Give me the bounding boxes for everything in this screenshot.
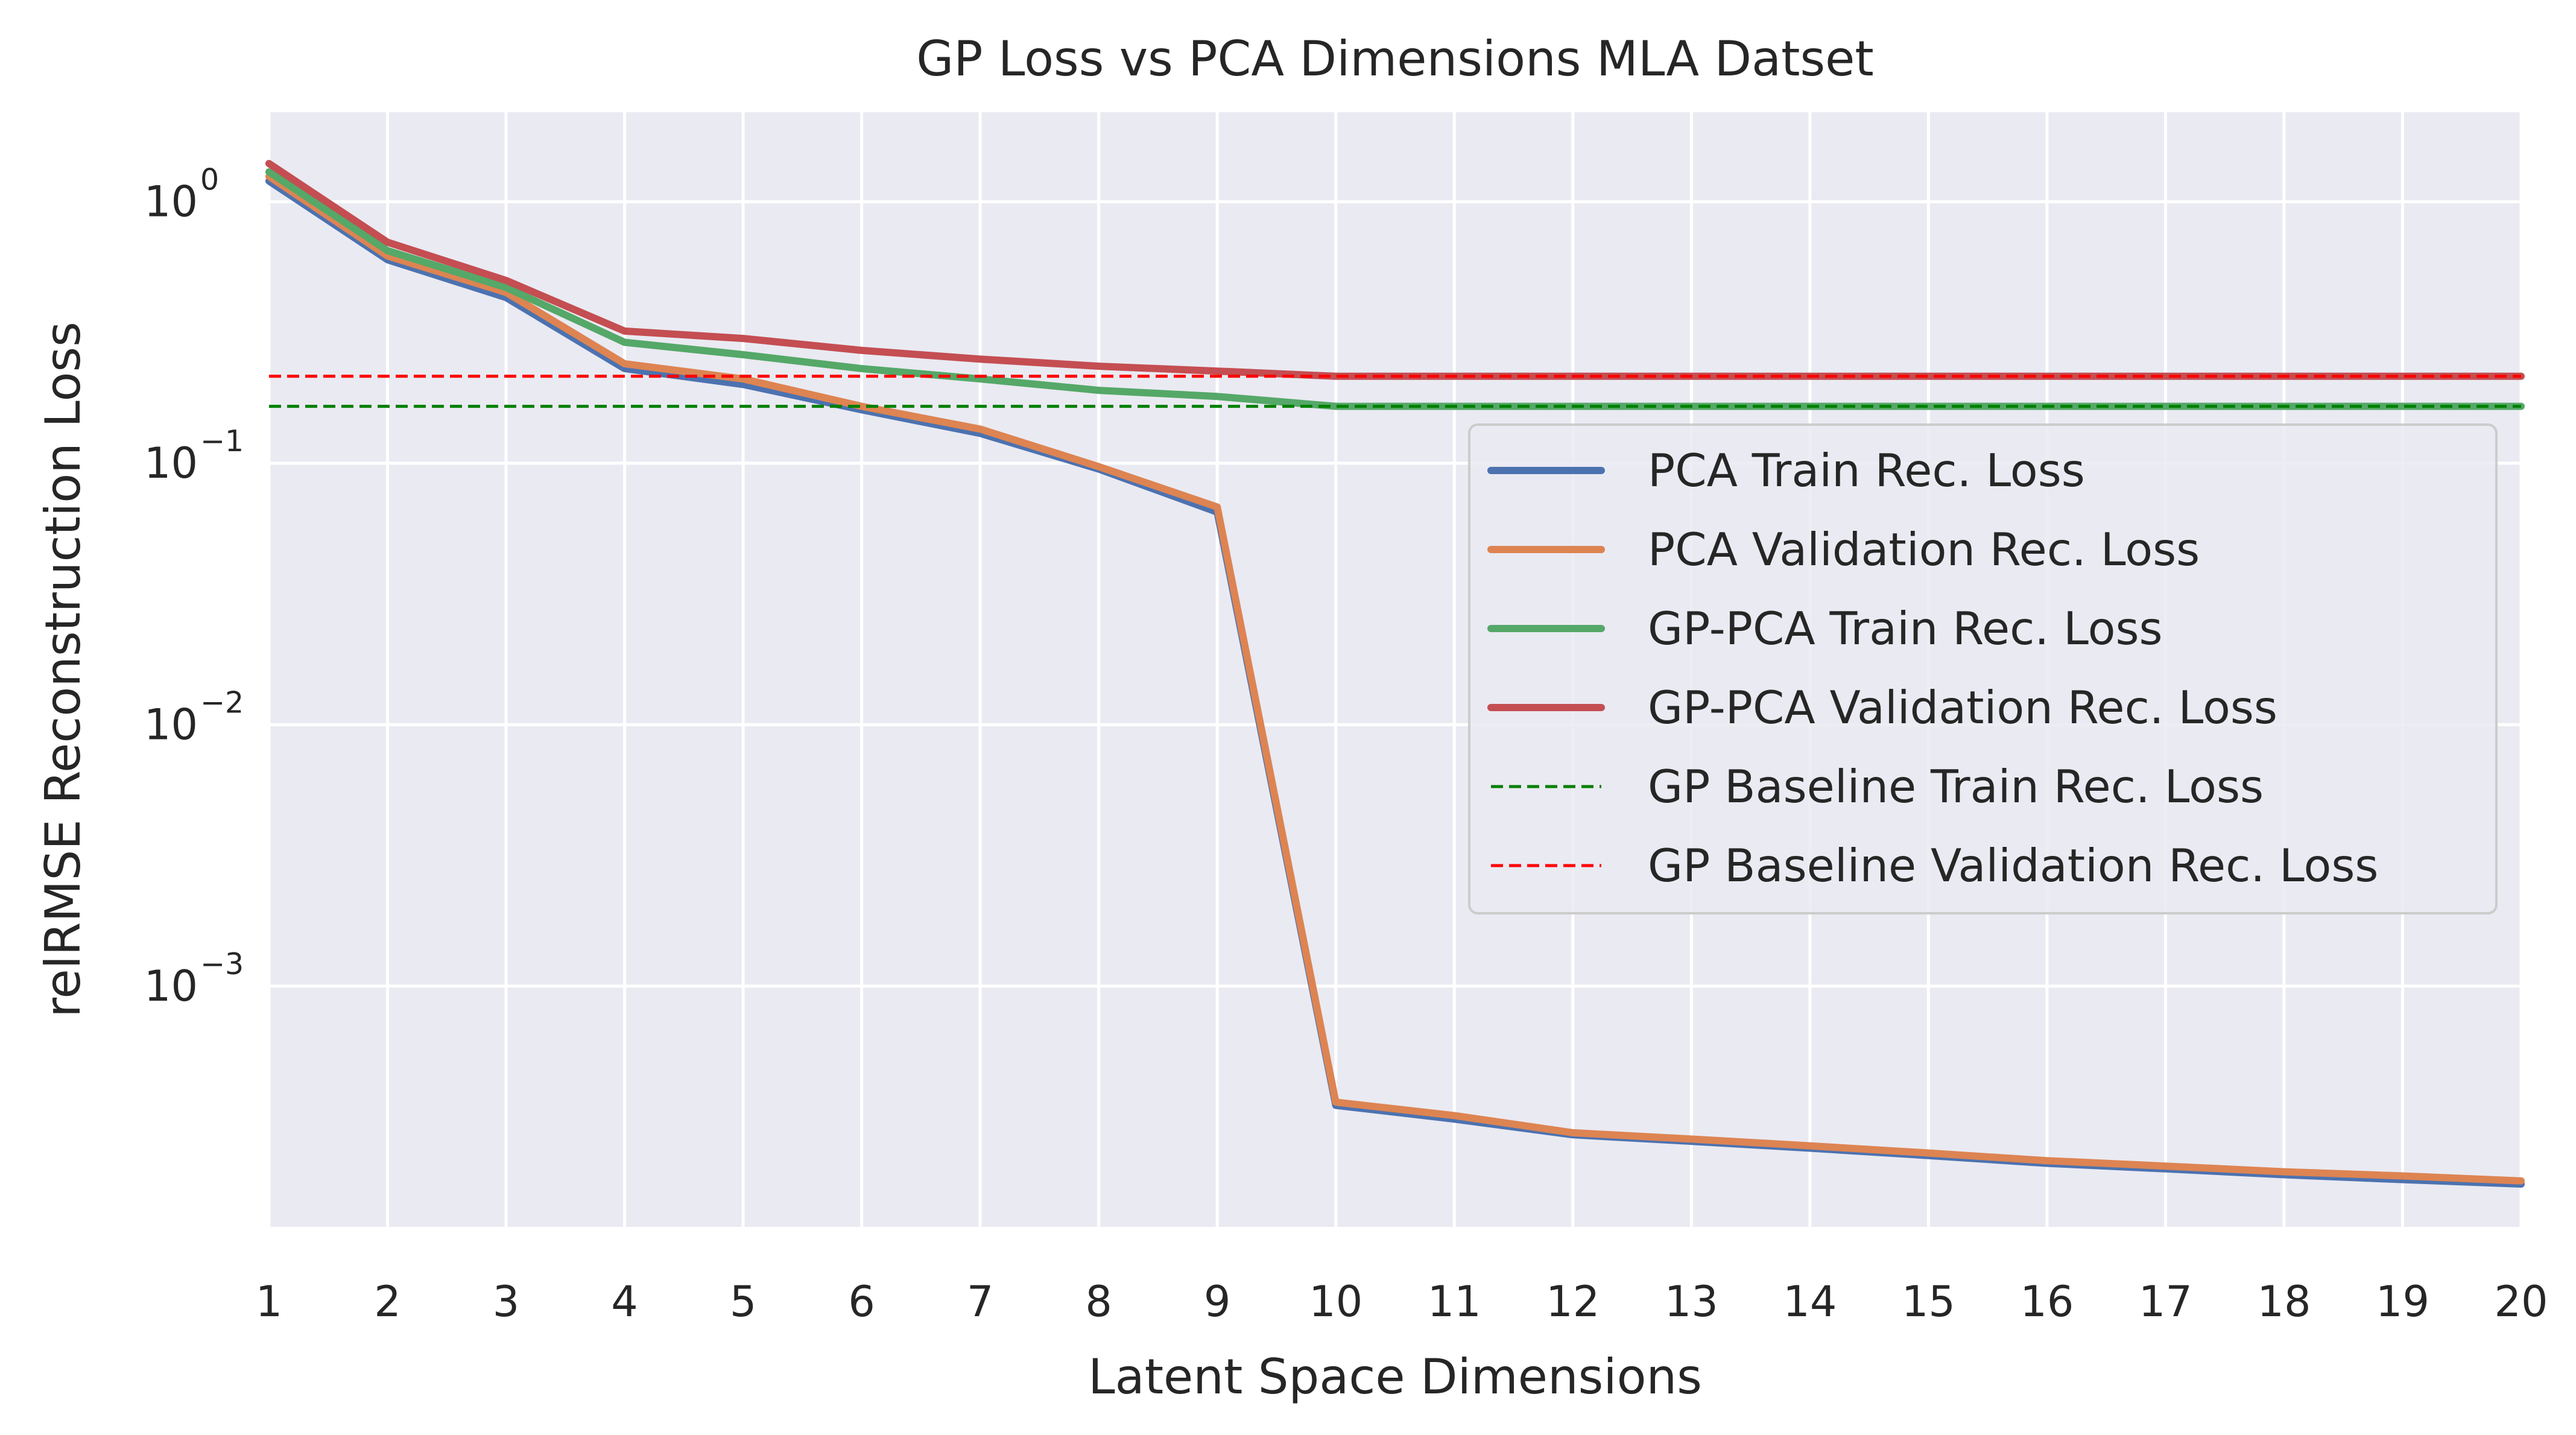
x-tick-label: 7 [967, 1277, 994, 1326]
x-tick-label: 1 [256, 1277, 283, 1326]
x-tick-label: 10 [1309, 1277, 1362, 1326]
series-lines [265, 160, 2525, 1188]
y-tick-exponent: −1 [200, 424, 244, 458]
x-tick-label: 13 [1665, 1277, 1718, 1326]
x-tick-label: 8 [1085, 1277, 1112, 1326]
legend-label: GP-PCA Train Rec. Loss [1648, 602, 2163, 655]
y-tick-base: 10 [144, 177, 198, 226]
y-tick-exponent: 0 [200, 162, 219, 197]
legend-label: GP Baseline Validation Rec. Loss [1648, 839, 2379, 892]
legend: PCA Train Rec. Loss PCA Validation Rec. L… [1468, 423, 2498, 914]
y-tick-label: 10 −1 [144, 424, 244, 488]
x-tick-label: 9 [1204, 1277, 1231, 1326]
y-tick-exponent: −3 [200, 947, 244, 981]
x-tick-label: 5 [730, 1277, 757, 1326]
legend-item: GP Baseline Validation Rec. Loss [1491, 839, 2379, 892]
legend-item: GP-PCA Validation Rec. Loss [1487, 681, 2277, 734]
y-tick-label: 10 0 [144, 162, 219, 226]
x-tick-label: 12 [1546, 1277, 1600, 1326]
x-tick-labels: 1 2 3 4 5 6 7 8 9 10 11 12 13 14 15 16 17 18 19 20 [256, 1277, 2548, 1326]
x-tick-label: 2 [374, 1277, 401, 1326]
x-tick-label: 3 [493, 1277, 520, 1326]
legend-frame [1468, 423, 2498, 914]
y-tick-base: 10 [144, 961, 198, 1011]
legend-item: PCA Validation Rec. Loss [1487, 523, 2200, 576]
legend-item: GP Baseline Train Rec. Loss [1491, 760, 2264, 813]
x-tick-label: 6 [848, 1277, 875, 1326]
x-tick-label: 18 [2257, 1277, 2311, 1326]
x-tick-label: 11 [1428, 1277, 1481, 1326]
y-tick-exponent: −2 [200, 685, 244, 720]
legend-label: PCA Train Rec. Loss [1648, 444, 2085, 497]
legend-label: GP-PCA Validation Rec. Loss [1648, 681, 2277, 734]
chart-title: GP Loss vs PCA Dimensions MLA Datset [916, 31, 1873, 87]
legend-label: PCA Validation Rec. Loss [1648, 523, 2200, 576]
x-tick-label: 16 [2020, 1277, 2074, 1326]
y-tick-label: 10 −3 [144, 947, 244, 1011]
x-tick-label: 14 [1783, 1277, 1837, 1326]
legend-label: GP Baseline Train Rec. Loss [1648, 760, 2264, 813]
x-tick-label: 19 [2376, 1277, 2429, 1326]
legend-item: PCA Train Rec. Loss [1487, 444, 2085, 497]
x-axis-label: Latent Space Dimensions [1088, 1349, 1702, 1405]
x-tick-label: 20 [2494, 1277, 2548, 1326]
y-tick-label: 10 −2 [144, 685, 244, 749]
series-line-pca-validation-rec-loss [265, 173, 2525, 1185]
legend-item: GP-PCA Train Rec. Loss [1487, 602, 2163, 655]
y-tick-base: 10 [144, 439, 198, 488]
x-tick-label: 4 [611, 1277, 638, 1326]
y-axis-label: relRMSE Reconstruction Loss [35, 322, 91, 1018]
x-tick-label: 17 [2139, 1277, 2192, 1326]
x-tick-label: 15 [1902, 1277, 1955, 1326]
y-tick-base: 10 [144, 700, 198, 749]
